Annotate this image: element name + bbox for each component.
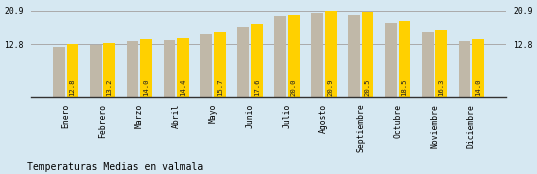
Text: 18.5: 18.5 <box>402 79 408 96</box>
Bar <box>104 43 115 97</box>
Bar <box>177 38 189 97</box>
Bar <box>288 15 300 97</box>
Bar <box>200 34 212 97</box>
Bar <box>385 23 397 97</box>
Bar <box>164 40 176 97</box>
Bar <box>473 39 484 97</box>
Bar <box>140 39 152 97</box>
Bar <box>398 21 410 97</box>
Bar <box>436 30 447 97</box>
Text: 14.0: 14.0 <box>143 79 149 96</box>
Text: 15.7: 15.7 <box>217 79 223 96</box>
Bar <box>325 11 337 97</box>
Bar <box>251 25 263 97</box>
Text: 14.0: 14.0 <box>475 79 481 96</box>
Bar <box>361 13 373 97</box>
Bar <box>237 27 249 97</box>
Bar <box>90 45 101 97</box>
Text: 12.8: 12.8 <box>69 79 75 96</box>
Bar <box>53 47 64 97</box>
Text: 20.0: 20.0 <box>291 79 297 96</box>
Bar <box>67 44 78 97</box>
Bar <box>422 32 433 97</box>
Text: 17.6: 17.6 <box>254 79 260 96</box>
Text: Temperaturas Medias en valmala: Temperaturas Medias en valmala <box>27 162 203 172</box>
Bar <box>214 32 226 97</box>
Bar <box>274 16 286 97</box>
Text: 20.5: 20.5 <box>365 79 371 96</box>
Text: 14.4: 14.4 <box>180 79 186 96</box>
Bar <box>348 15 360 97</box>
Text: 20.9: 20.9 <box>328 79 333 96</box>
Text: 16.3: 16.3 <box>438 79 444 96</box>
Text: 13.2: 13.2 <box>106 79 112 96</box>
Bar <box>459 41 470 97</box>
Bar <box>127 41 139 97</box>
Bar <box>311 13 323 97</box>
